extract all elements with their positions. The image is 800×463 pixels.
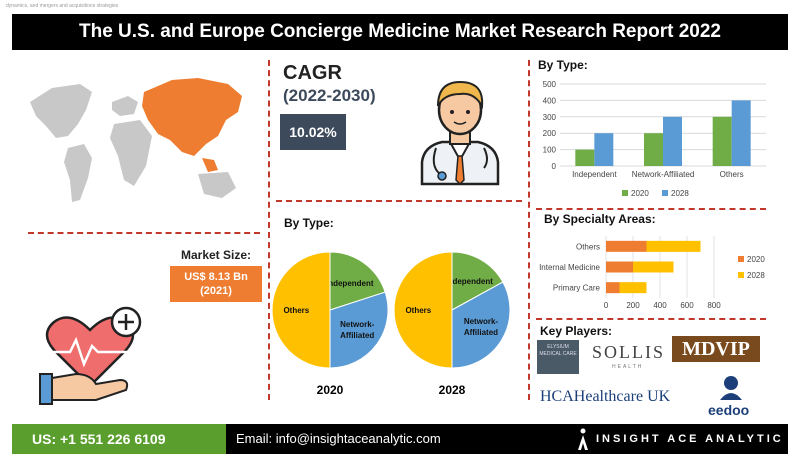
pie-label-network-affiliated: Network-Affiliated (464, 317, 499, 337)
legend-label: 2020 (631, 189, 649, 198)
divider-mid-h (276, 200, 522, 202)
y-tick-label: 500 (543, 80, 557, 89)
bar-2020-Network-Affiliated (644, 133, 663, 166)
type-bar-chart: 0 100 200 300 400 500 Independent Network-Affil… (543, 80, 766, 198)
legend-label: 2028 (671, 189, 689, 198)
top-text-strip: dynamics, and mergers and acquisitions s… (0, 0, 800, 14)
pie-label-independent: Independent (326, 279, 374, 288)
bar-2028-Others (646, 240, 701, 252)
y-tick-label: 0 (552, 162, 557, 171)
x-tick-label: Others (720, 170, 744, 179)
x-tick-label: 0 (604, 301, 609, 310)
pie-label-independent: Independent (445, 277, 493, 286)
market-size-label: Market Size: (180, 248, 252, 262)
bar-2020-Independent (575, 149, 595, 166)
y-tick-label: Primary Care (553, 284, 601, 293)
sollis-logo: SOLLIS (592, 342, 666, 362)
cagr-value: 10.02% (280, 114, 346, 150)
bar-2028-Independent (594, 133, 614, 166)
report-title: The U.S. and Europe Concierge Medicine M… (12, 14, 788, 50)
bar-2020-Others (712, 116, 732, 166)
x-tick-label: 600 (680, 301, 694, 310)
mdvip-logo: MDVIP (672, 336, 760, 362)
bar-2020-Primary Care (606, 282, 620, 294)
eedoo-logo: eedoo (708, 402, 750, 418)
bar-2028-Others (731, 100, 751, 166)
x-tick-label: 400 (653, 301, 667, 310)
x-tick-label: 800 (707, 301, 721, 310)
x-tick-label: Independent (572, 170, 617, 179)
sollis-logo-sub: HEALTH (612, 364, 644, 370)
pie-slice-network-affiliated (451, 281, 511, 369)
footer-bar: Email: info@insightaceanalytic.com INSIG… (226, 424, 788, 454)
heart-hand-icon (39, 306, 142, 405)
pie-slice-independent (451, 251, 504, 311)
bar-2028-Internal Medicine (633, 261, 674, 273)
divider-right-h2 (536, 318, 766, 320)
bar-2028-Network-Affiliated (663, 116, 682, 166)
legend-swatch (738, 272, 744, 278)
divider-left (268, 60, 270, 400)
pie-year-label: 2020 (317, 383, 344, 397)
legend-label: 2020 (747, 255, 765, 264)
footer-phone[interactable]: US: +1 551 226 6109 (12, 424, 226, 454)
pie-label-network-affiliated: Network-Affiliated (340, 320, 375, 340)
type-pie-title: By Type: (284, 216, 334, 230)
pie-slice-independent (329, 251, 386, 311)
market-size-box: US$ 8.13 Bn (2021) (170, 266, 262, 302)
legend-swatch (622, 190, 628, 196)
eedoo-person-icon (720, 376, 742, 400)
y-tick-label: 400 (543, 96, 557, 105)
footer-brand: INSIGHT ACE ANALYTIC (596, 433, 784, 445)
pie-year-label: 2028 (439, 383, 466, 397)
market-size-year: (2021) (200, 285, 232, 297)
pie-chart-2020: Independent Network-Affiliated Others 2020 (271, 251, 389, 397)
hca-healthcare-logo: HCAHealthcare UK (540, 388, 671, 405)
x-tick-label: 200 (626, 301, 640, 310)
bar-2020-Others (606, 240, 647, 252)
bar-2028-Primary Care (619, 282, 647, 294)
pie-label-others: Others (283, 306, 309, 315)
cagr-period: (2022-2030) (283, 86, 376, 105)
pie-slice-others (393, 251, 453, 369)
market-size-value: US$ 8.13 Bn (184, 271, 248, 283)
key-players-title: Key Players: (540, 324, 613, 338)
world-map-icon (30, 78, 242, 202)
legend-swatch (738, 256, 744, 262)
divider-right (528, 60, 530, 400)
y-tick-label: 300 (543, 113, 557, 122)
divider-right-h1 (536, 208, 766, 210)
pie-slice-network-affiliated (329, 291, 389, 369)
y-tick-label: 200 (543, 129, 557, 138)
specialty-chart: 0 200 400 600 800 Primary Care Internal Medici… (539, 236, 765, 310)
y-tick-label: Internal Medicine (539, 263, 600, 272)
pie-slice-others (271, 251, 331, 369)
divider-left-h (28, 232, 260, 234)
footer-email[interactable]: Email: info@insightaceanalytic.com (236, 431, 441, 446)
y-tick-label: 100 (543, 146, 557, 155)
cagr-label: CAGR (283, 62, 342, 84)
doctor-icon (420, 80, 500, 186)
legend-label: 2028 (747, 271, 765, 280)
type-bar-title: By Type: (538, 58, 588, 72)
specialty-title: By Specialty Areas: (544, 212, 656, 226)
pie-chart-2028: Independent Network-Affiliated Others 2028 (393, 251, 511, 397)
pie-label-others: Others (405, 306, 431, 315)
bar-2020-Internal Medicine (606, 261, 633, 273)
legend-swatch (662, 190, 668, 196)
x-tick-label: Network-Affiliated (632, 170, 695, 179)
y-tick-label: Others (576, 242, 600, 251)
insightace-logo-icon (578, 428, 588, 450)
elysium-logo: ELYSIUM MEDICAL CARE (537, 340, 579, 374)
